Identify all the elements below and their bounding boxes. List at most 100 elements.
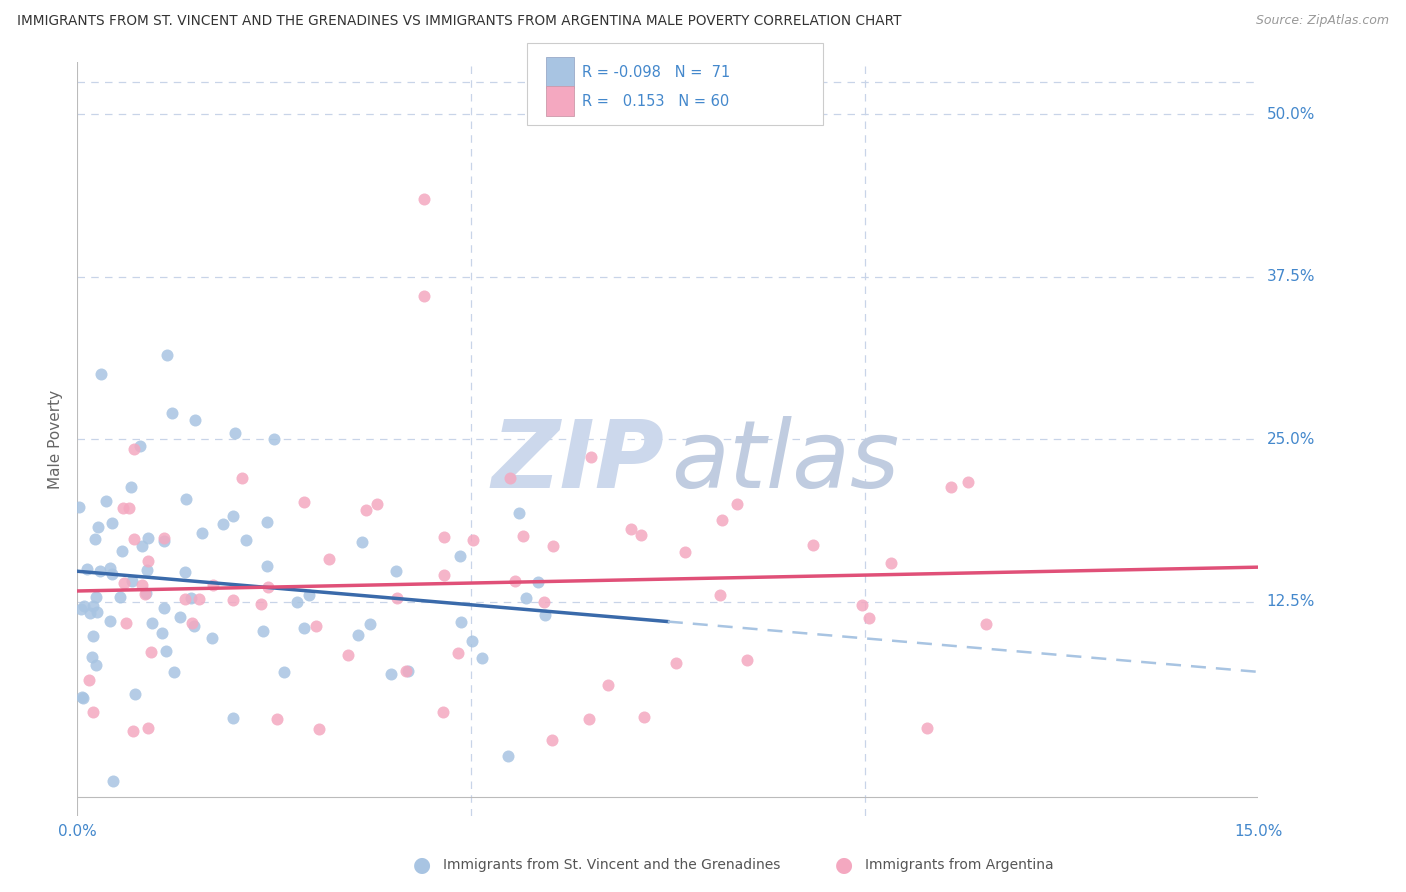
Point: [471, 651, 494, 665]
Point: [880, 556, 903, 570]
Point: [598, 678, 620, 692]
Point: [347, 628, 370, 642]
Point: [620, 522, 643, 536]
Point: [503, 574, 526, 588]
Point: [82, 629, 104, 643]
Point: [298, 588, 321, 602]
Point: [136, 554, 159, 568]
Point: [396, 665, 419, 679]
Point: [285, 594, 308, 608]
Point: [136, 531, 159, 545]
Point: [124, 688, 146, 702]
Point: [141, 615, 163, 630]
Point: [673, 545, 696, 559]
Point: [252, 624, 274, 638]
Point: [190, 526, 212, 541]
Point: [82, 706, 104, 720]
Text: Immigrants from St. Vincent and the Grenadines: Immigrants from St. Vincent and the Gren…: [443, 858, 780, 872]
Point: [395, 664, 418, 678]
Point: [433, 530, 456, 544]
Point: [86, 605, 108, 619]
Point: [273, 665, 295, 679]
Point: [256, 580, 278, 594]
Point: [304, 619, 326, 633]
Point: [725, 497, 748, 511]
Point: [515, 591, 537, 606]
Point: [115, 615, 138, 630]
Point: [163, 665, 186, 679]
Point: [134, 587, 156, 601]
Point: [82, 599, 104, 614]
Point: [256, 559, 278, 574]
Point: [184, 413, 207, 427]
Point: [187, 592, 209, 607]
Point: [224, 425, 246, 440]
Text: 12.5%: 12.5%: [1267, 594, 1315, 609]
Point: [101, 774, 124, 789]
Point: [156, 348, 179, 362]
Point: [801, 538, 824, 552]
Point: [86, 590, 108, 604]
Point: [412, 289, 434, 303]
Point: [174, 491, 197, 506]
Point: [80, 649, 103, 664]
Point: [447, 646, 470, 660]
Text: ●: ●: [413, 855, 430, 875]
Point: [174, 565, 197, 579]
Point: [540, 733, 562, 747]
Point: [222, 711, 245, 725]
Point: [98, 561, 121, 575]
Point: [89, 564, 111, 578]
Text: ●: ●: [835, 855, 852, 875]
Point: [578, 712, 600, 726]
Y-axis label: Male Poverty: Male Poverty: [48, 390, 63, 489]
Point: [432, 705, 454, 719]
Point: [541, 540, 564, 554]
Point: [135, 586, 157, 600]
Point: [112, 576, 135, 591]
Text: R = -0.098   N =  71: R = -0.098 N = 71: [582, 65, 730, 80]
Point: [124, 532, 146, 546]
Point: [412, 192, 434, 206]
Point: [266, 712, 288, 726]
Point: [202, 577, 225, 591]
Point: [512, 529, 534, 543]
Point: [98, 614, 121, 628]
Text: 25.0%: 25.0%: [1267, 432, 1315, 447]
Point: [533, 595, 555, 609]
Point: [630, 528, 652, 542]
Point: [153, 600, 176, 615]
Point: [292, 621, 315, 635]
Point: [851, 599, 873, 613]
Point: [939, 480, 962, 494]
Text: ZIP: ZIP: [492, 416, 664, 508]
Point: [131, 578, 153, 592]
Point: [231, 471, 253, 485]
Point: [710, 513, 733, 527]
Point: [69, 602, 91, 616]
Point: [385, 591, 408, 606]
Point: [858, 611, 880, 625]
Text: Immigrants from Argentina: Immigrants from Argentina: [865, 858, 1053, 872]
Point: [135, 563, 157, 577]
Point: [173, 591, 195, 606]
Point: [449, 549, 471, 563]
Point: [122, 723, 145, 738]
Point: [499, 471, 522, 485]
Point: [461, 633, 484, 648]
Point: [263, 433, 285, 447]
Point: [956, 475, 979, 489]
Point: [974, 617, 997, 632]
Point: [169, 609, 191, 624]
Point: [366, 497, 388, 511]
Point: [84, 532, 107, 546]
Point: [735, 653, 758, 667]
Point: [308, 722, 330, 736]
Point: [87, 520, 110, 534]
Point: [664, 656, 686, 670]
Point: [100, 516, 122, 531]
Point: [152, 531, 174, 545]
Point: [359, 616, 381, 631]
Point: [111, 544, 134, 558]
Point: [211, 516, 233, 531]
